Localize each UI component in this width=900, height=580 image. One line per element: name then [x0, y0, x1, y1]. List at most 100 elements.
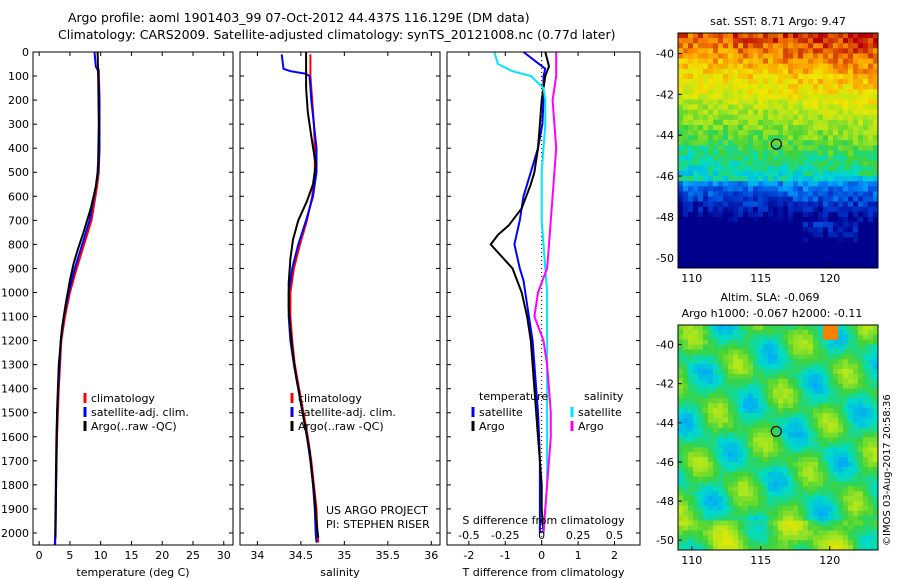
y-tick-label: 1700 [1, 455, 29, 468]
x-tick-label: 115 [750, 554, 771, 567]
map-frame [677, 32, 879, 269]
y-tick-label: -48 [656, 495, 674, 508]
x-tick-label: 34 [250, 549, 264, 562]
y-tick-label: 1000 [1, 286, 29, 299]
plot-frame [32, 51, 234, 546]
heatmap-cells [678, 325, 879, 551]
x-tick-label: -1 [500, 549, 511, 562]
y-tick-label: 300 [8, 118, 29, 131]
argo-location-marker [770, 138, 782, 150]
y-tick-label: 800 [8, 238, 29, 251]
x-tick-label: 10 [94, 549, 108, 562]
x-tick-label: 120 [819, 554, 840, 567]
x-tick-label: 34.5 [289, 549, 314, 562]
x-tick-label: 15 [124, 549, 138, 562]
x-tick-label: 120 [819, 272, 840, 285]
y-tick-label: 1900 [1, 503, 29, 516]
x-tick-label: 30 [217, 549, 231, 562]
y-tick-label: 600 [8, 190, 29, 203]
top-x-tick-label: 0.25 [566, 529, 591, 542]
x-axis-label: T difference from climatology [462, 566, 625, 579]
y-tick-label: 1600 [1, 431, 29, 444]
legend-label: Argo(..raw -QC) [298, 420, 384, 433]
legend-label: satellite [479, 406, 523, 419]
top-x-tick-label: -0.25 [491, 529, 519, 542]
y-tick-label: 500 [8, 166, 29, 179]
y-tick-label: -42 [656, 88, 674, 101]
plot-frame [239, 51, 441, 546]
x-tick-label: 5 [66, 549, 73, 562]
series-argo-raw-qc- [287, 52, 320, 538]
map-subtitle: Argo h1000: -0.067 h2000: -0.11 [682, 307, 863, 320]
project-annotation: US ARGO PROJECT [326, 504, 428, 517]
legend-label: climatology [91, 392, 155, 405]
x-tick-label: 35.5 [376, 549, 401, 562]
y-tick-label: 200 [8, 94, 29, 107]
differences-panel: -2 -1 0 1 2 T difference from climatology -0.5… [446, 51, 641, 579]
x-axis-label: temperature (deg C) [76, 566, 189, 579]
y-tick-label: -44 [656, 417, 674, 430]
legend-label: satellite-adj. clim. [298, 406, 396, 419]
y-tick-label: 1500 [1, 407, 29, 420]
legend-label: satellite-adj. clim. [91, 406, 189, 419]
top-x-tick-label: 0 [538, 529, 545, 542]
legend-label: satellite [578, 406, 622, 419]
y-tick-label: 0 [22, 46, 29, 59]
x-tick-label: 115 [750, 272, 771, 285]
y-tick-label: 100 [8, 70, 29, 83]
top-x-tick-label: 0.5 [606, 529, 624, 542]
x-tick-label: 36 [424, 549, 438, 562]
heatmap-cells [678, 33, 879, 269]
map-title: sat. SST: 8.71 Argo: 9.47 [710, 15, 846, 28]
y-tick-label: -46 [656, 456, 674, 469]
y-tick-label: -50 [656, 534, 674, 547]
series-argo-raw-qc- [54, 51, 100, 538]
figure-title-line2: Climatology: CARS2009. Satellite-adjuste… [58, 27, 616, 42]
y-tick-label: 1300 [1, 359, 29, 372]
plot-frame [446, 51, 641, 546]
y-tick-label: 400 [8, 142, 29, 155]
legend-label: Argo [479, 420, 505, 433]
legend-label: Argo(..raw -QC) [91, 420, 177, 433]
x-tick-label: 0 [36, 549, 43, 562]
x-tick-label: -2 [463, 549, 474, 562]
y-tick-label: 900 [8, 262, 29, 275]
x-tick-label: 35 [337, 549, 351, 562]
x-tick-label: 1 [575, 549, 582, 562]
salinity-panel: 34 34.5 35 35.5 36 salinity climatologysatelli… [239, 51, 441, 579]
y-tick-label: -44 [656, 129, 674, 142]
series-climatology [54, 68, 101, 546]
series-satellite-adj-clim- [53, 51, 101, 546]
legend-group-title: temperature [479, 390, 548, 403]
legend-label: climatology [298, 392, 362, 405]
series-argo [489, 51, 550, 534]
x-axis-label: salinity [320, 566, 360, 579]
x-tick-label: 110 [681, 272, 702, 285]
y-tick-label: -50 [656, 252, 674, 265]
x-tick-label: 25 [186, 549, 200, 562]
y-tick-label: -48 [656, 211, 674, 224]
y-tick-label: 1800 [1, 479, 29, 492]
y-tick-label: -40 [656, 339, 674, 352]
temperature-panel: 0100200300400500600700800900100011001200… [1, 46, 234, 579]
sst-map: 110 115 120 -40 -42 -44 -46 -48 -50 sat. SST: 8.7… [656, 15, 879, 285]
map-frame [677, 324, 879, 551]
y-tick-label: -40 [656, 47, 674, 60]
x-tick-label: 0 [538, 549, 545, 562]
x-tick-label: 110 [681, 554, 702, 567]
series-satellite [493, 51, 549, 534]
y-tick-label: 700 [8, 214, 29, 227]
sla-map: 110 115 120 -40 -42 -44 -46 -48 -50 Altim. SLA: -… [656, 291, 879, 567]
series-argo [533, 52, 558, 534]
y-tick-label: -42 [656, 378, 674, 391]
x-tick-label: 20 [155, 549, 169, 562]
argo-location-marker [770, 425, 782, 438]
y-tick-label: 1100 [1, 311, 29, 324]
y-tick-label: 1400 [1, 383, 29, 396]
pi-annotation: PI: STEPHEN RISER [326, 518, 430, 531]
map-title: Altim. SLA: -0.069 [720, 291, 819, 304]
y-tick-label: 2000 [1, 527, 29, 540]
legend-group-title: salinity [584, 390, 624, 403]
